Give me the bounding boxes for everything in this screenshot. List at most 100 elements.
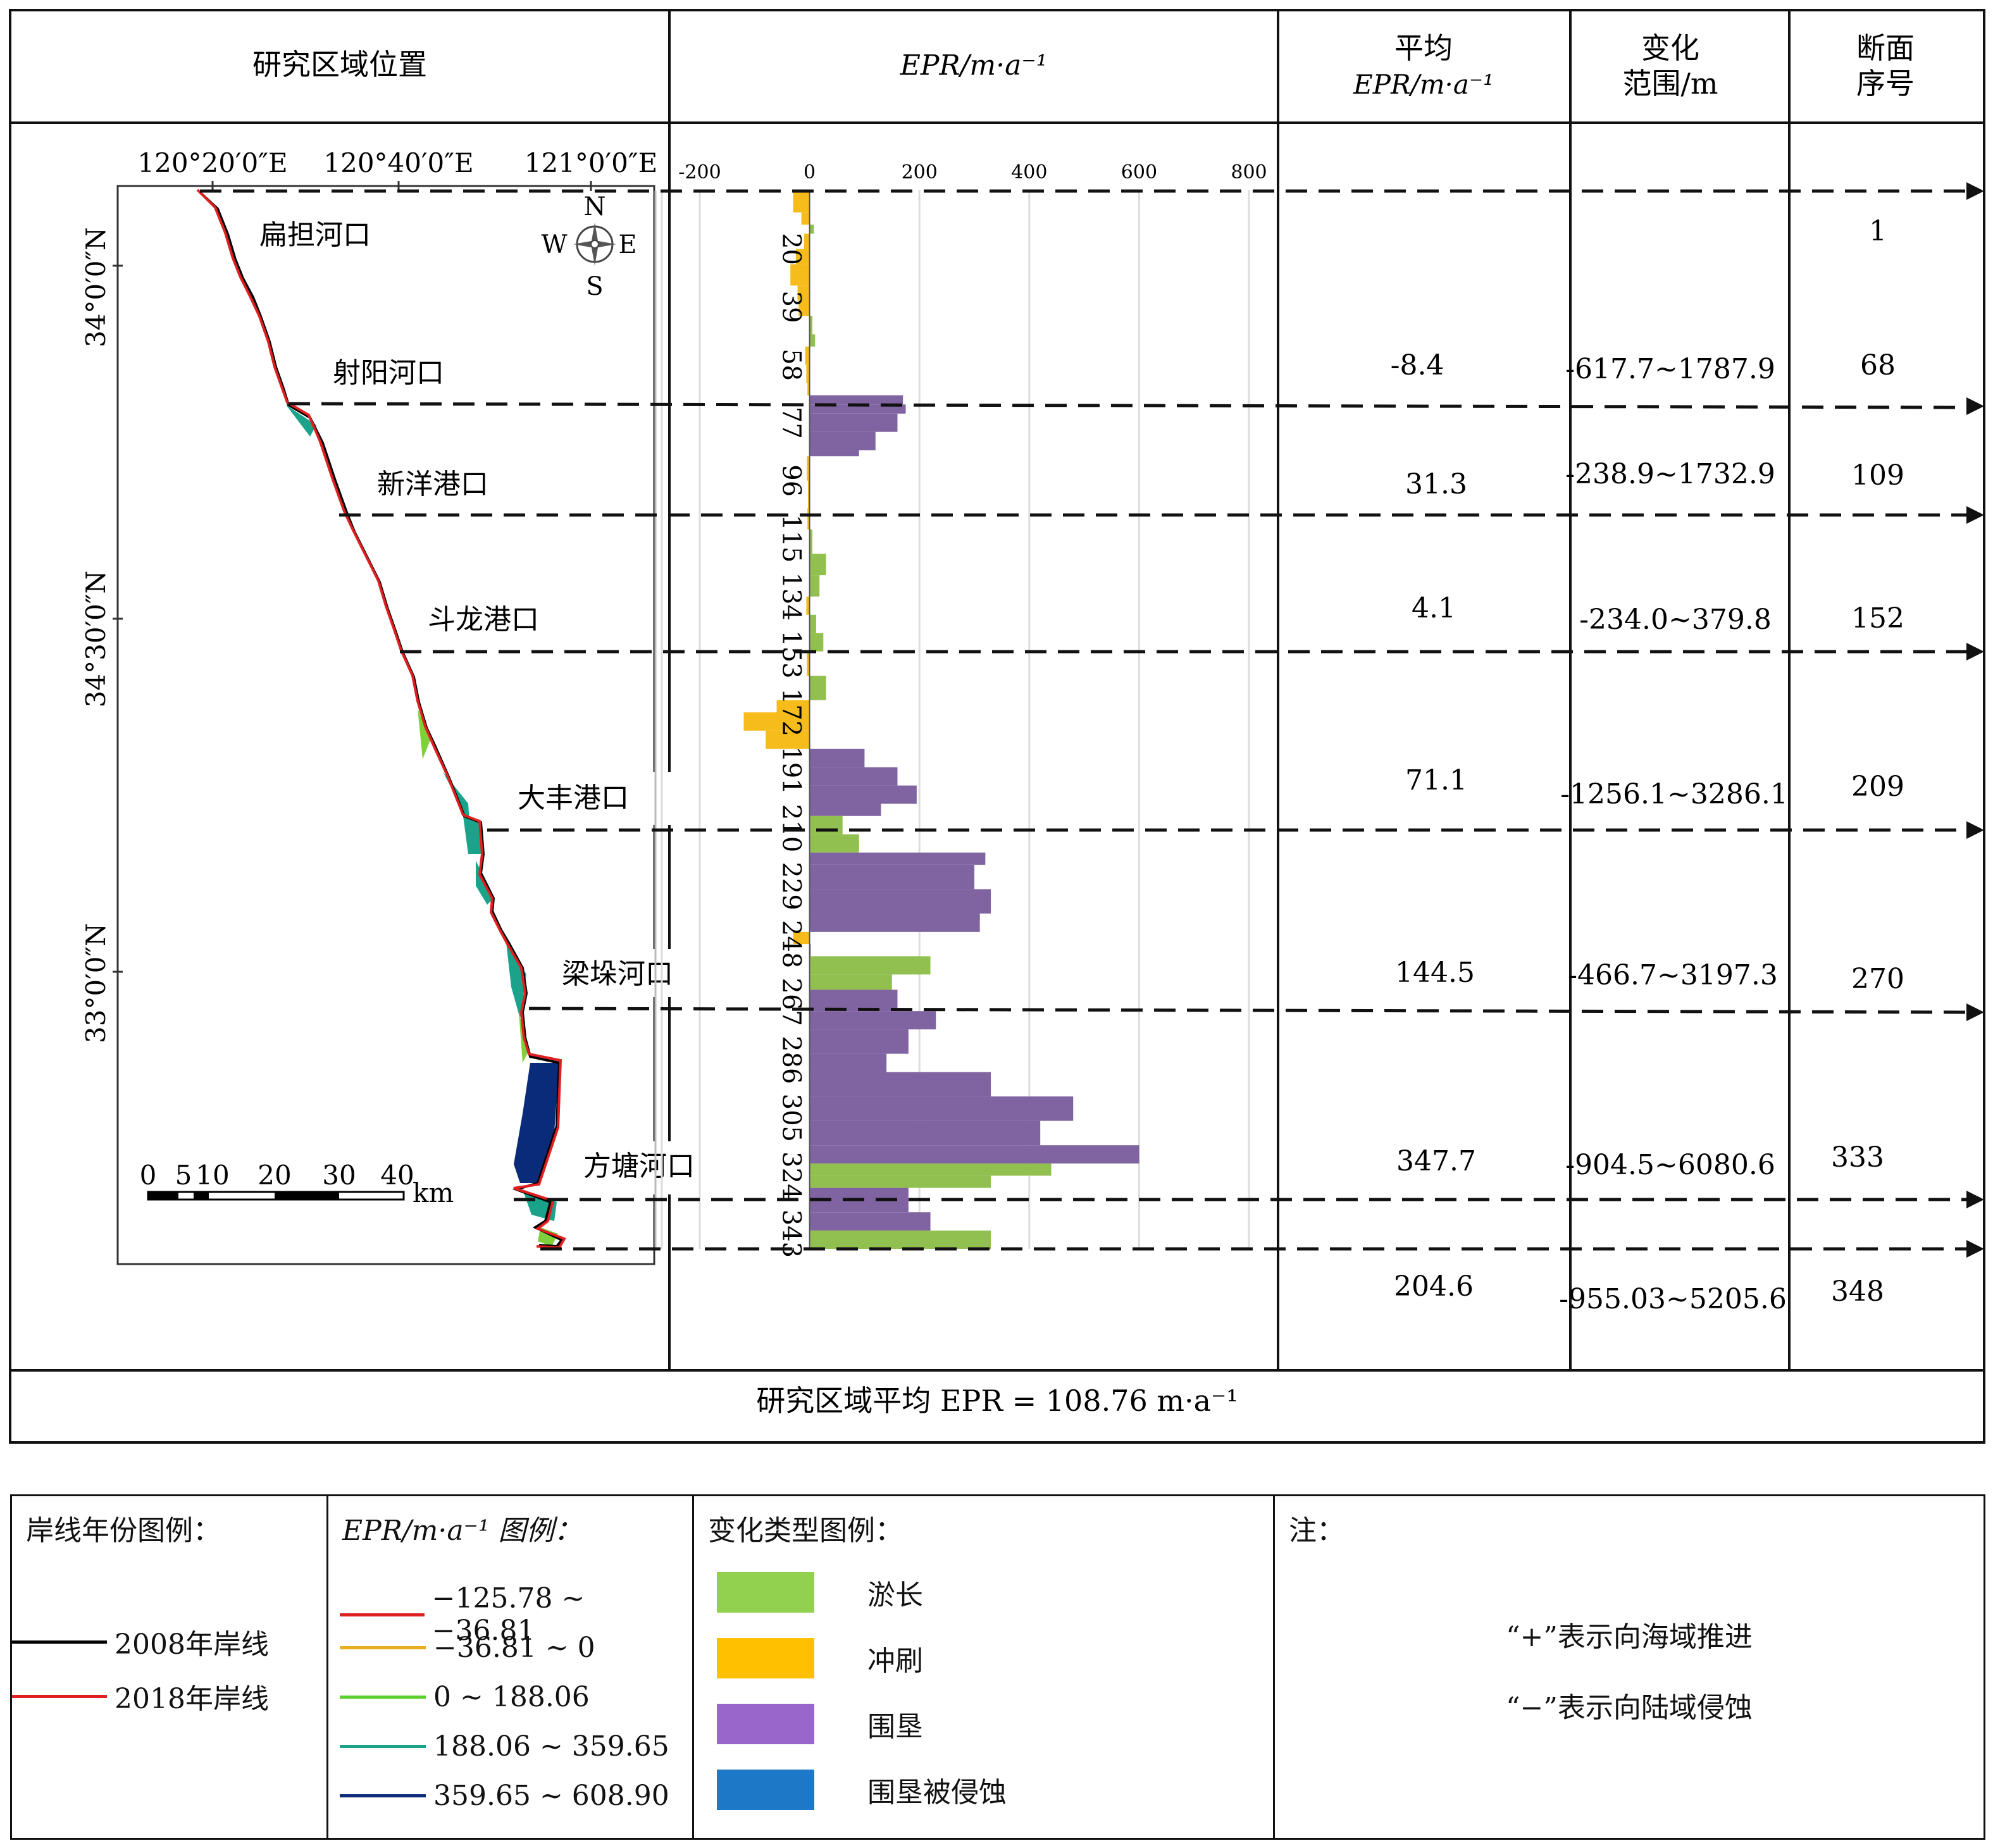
section-tick-label: 286 xyxy=(777,1036,806,1084)
bar-erosion xyxy=(807,480,810,509)
bar-accretion xyxy=(809,575,820,597)
lon-label: 120°20′0″E xyxy=(137,147,287,178)
bar-accretion xyxy=(809,554,826,576)
legend-item-label: 2008年岸线 xyxy=(115,1628,269,1661)
bar-erosion xyxy=(798,301,810,316)
legend-item: 188.06 ~ 359.65 xyxy=(340,1730,669,1763)
bar-accretion xyxy=(809,633,824,652)
header-mean-1: 平均 xyxy=(1394,31,1453,65)
lon-label: 121°0′0″E xyxy=(525,147,658,178)
x-tick-label: 600 xyxy=(1121,161,1157,183)
legend-item-label: 淤长 xyxy=(867,1579,923,1611)
x-tick-label: 400 xyxy=(1011,161,1047,183)
legend-shoreline-title: 岸线年份图例： xyxy=(26,1515,221,1547)
range-value: -234.0~379.8 xyxy=(1579,604,1772,636)
bar-reclamation xyxy=(809,450,859,457)
bar-erosion xyxy=(797,285,810,301)
bar-reclamation xyxy=(809,913,980,932)
legend-item-label: 359.65 ~ 608.90 xyxy=(433,1780,669,1812)
section-number: 68 xyxy=(1860,349,1896,381)
legend-item-label: −36.81 ~ 0 xyxy=(433,1632,595,1664)
section-tick-label: 210 xyxy=(777,804,806,852)
section-tick-label: 77 xyxy=(777,407,806,439)
bar-accretion xyxy=(809,316,812,335)
section-tick-label: 343 xyxy=(777,1210,806,1258)
range-value: -617.7~1787.9 xyxy=(1565,353,1775,385)
place-label-bg xyxy=(506,772,681,825)
bar-reclamation xyxy=(809,1120,1041,1146)
header-section-1: 断面 xyxy=(1856,31,1915,65)
scale-label: 40 xyxy=(380,1160,414,1191)
bar-reclamation xyxy=(809,1053,887,1072)
legend-item: 0 ~ 188.06 xyxy=(340,1681,590,1713)
lat-label: 33°0′0″N xyxy=(80,923,111,1043)
bar-reclamation xyxy=(809,1011,936,1030)
bar-accretion xyxy=(809,1175,991,1188)
scale-label: 30 xyxy=(322,1160,356,1191)
section-tick-label: 248 xyxy=(777,920,806,968)
bar-erosion xyxy=(806,596,810,615)
bar-reclamation xyxy=(809,404,906,414)
mean-value: 347.7 xyxy=(1396,1145,1476,1177)
line-swatch xyxy=(340,1794,426,1797)
bar-erosion xyxy=(807,383,810,395)
color-swatch xyxy=(717,1704,814,1744)
bar-reclamation xyxy=(809,785,917,804)
notes-title: 注： xyxy=(1289,1515,1344,1547)
bar-reclamation xyxy=(809,852,986,865)
section-tick-label: 96 xyxy=(777,464,806,497)
line-swatch xyxy=(340,1745,426,1748)
line-swatch xyxy=(340,1646,426,1649)
legend-item: 围垦被侵蚀 xyxy=(717,1770,1007,1810)
line-swatch xyxy=(12,1694,107,1698)
compass-s: S xyxy=(586,272,603,301)
header-mean-2: EPR/m·a⁻¹ xyxy=(1353,69,1494,100)
bar-reclamation xyxy=(809,413,898,432)
section-number: 152 xyxy=(1851,602,1904,635)
section-tick-label: 153 xyxy=(777,630,806,678)
note-line: “+”表示向海域推进 xyxy=(1506,1621,1753,1653)
bar-accretion xyxy=(809,676,826,700)
bar-erosion xyxy=(807,508,810,530)
section-lines xyxy=(200,182,1984,1258)
section-tick-label: 39 xyxy=(777,291,806,323)
bar-erosion xyxy=(805,346,810,365)
bar-reclamation xyxy=(809,767,898,786)
legend-item: 围垦 xyxy=(717,1704,923,1744)
section-tick-label: 115 xyxy=(777,514,806,562)
bar-accretion xyxy=(809,614,817,633)
bar-erosion xyxy=(793,931,810,945)
bar-reclamation xyxy=(809,431,876,450)
bar-erosion xyxy=(806,364,810,383)
place-label-bg xyxy=(553,949,692,997)
bar-accretion xyxy=(809,834,859,853)
legend-item: 冲刷 xyxy=(717,1638,923,1678)
mean-value: -8.4 xyxy=(1391,349,1444,381)
epr-bar-chart: -200 0 200 400 600 800 20 39 58 77 96 115 134 153 172 1… xyxy=(654,161,1267,1258)
section-tick-label: 134 xyxy=(777,573,806,621)
bar-erosion xyxy=(795,249,810,264)
legend-epr-title: EPR/m·a⁻¹ 图例： xyxy=(342,1515,582,1547)
range-value: -904.5~6080.6 xyxy=(1565,1149,1775,1181)
bar-reclamation xyxy=(809,748,865,767)
legend-item-label: 围垦 xyxy=(867,1711,923,1743)
place-label: 射阳河口 xyxy=(333,357,444,389)
lat-label: 34°0′0″N xyxy=(80,227,111,347)
x-tick-label: 0 xyxy=(804,161,816,183)
header-range-1: 变化 xyxy=(1641,31,1699,65)
place-label: 方塘河口 xyxy=(583,1150,695,1182)
mean-value: 204.6 xyxy=(1394,1270,1474,1303)
color-swatch xyxy=(717,1638,814,1678)
legend-notes: 注： “+”表示向海域推进 “−”表示向陆域侵蚀 xyxy=(1275,1496,1984,1838)
bar-reclamation xyxy=(809,395,903,405)
bar-erosion xyxy=(801,212,810,225)
section-number: 270 xyxy=(1851,963,1904,995)
section-tick-label: 267 xyxy=(777,978,806,1026)
place-label-bg xyxy=(573,1141,712,1194)
legend-item-label: 188.06 ~ 359.65 xyxy=(433,1730,669,1763)
scale-label: 10 xyxy=(196,1160,229,1191)
bar-reclamation xyxy=(809,889,991,914)
section-tick-label: 58 xyxy=(777,349,806,381)
bar-accretion xyxy=(809,334,816,347)
